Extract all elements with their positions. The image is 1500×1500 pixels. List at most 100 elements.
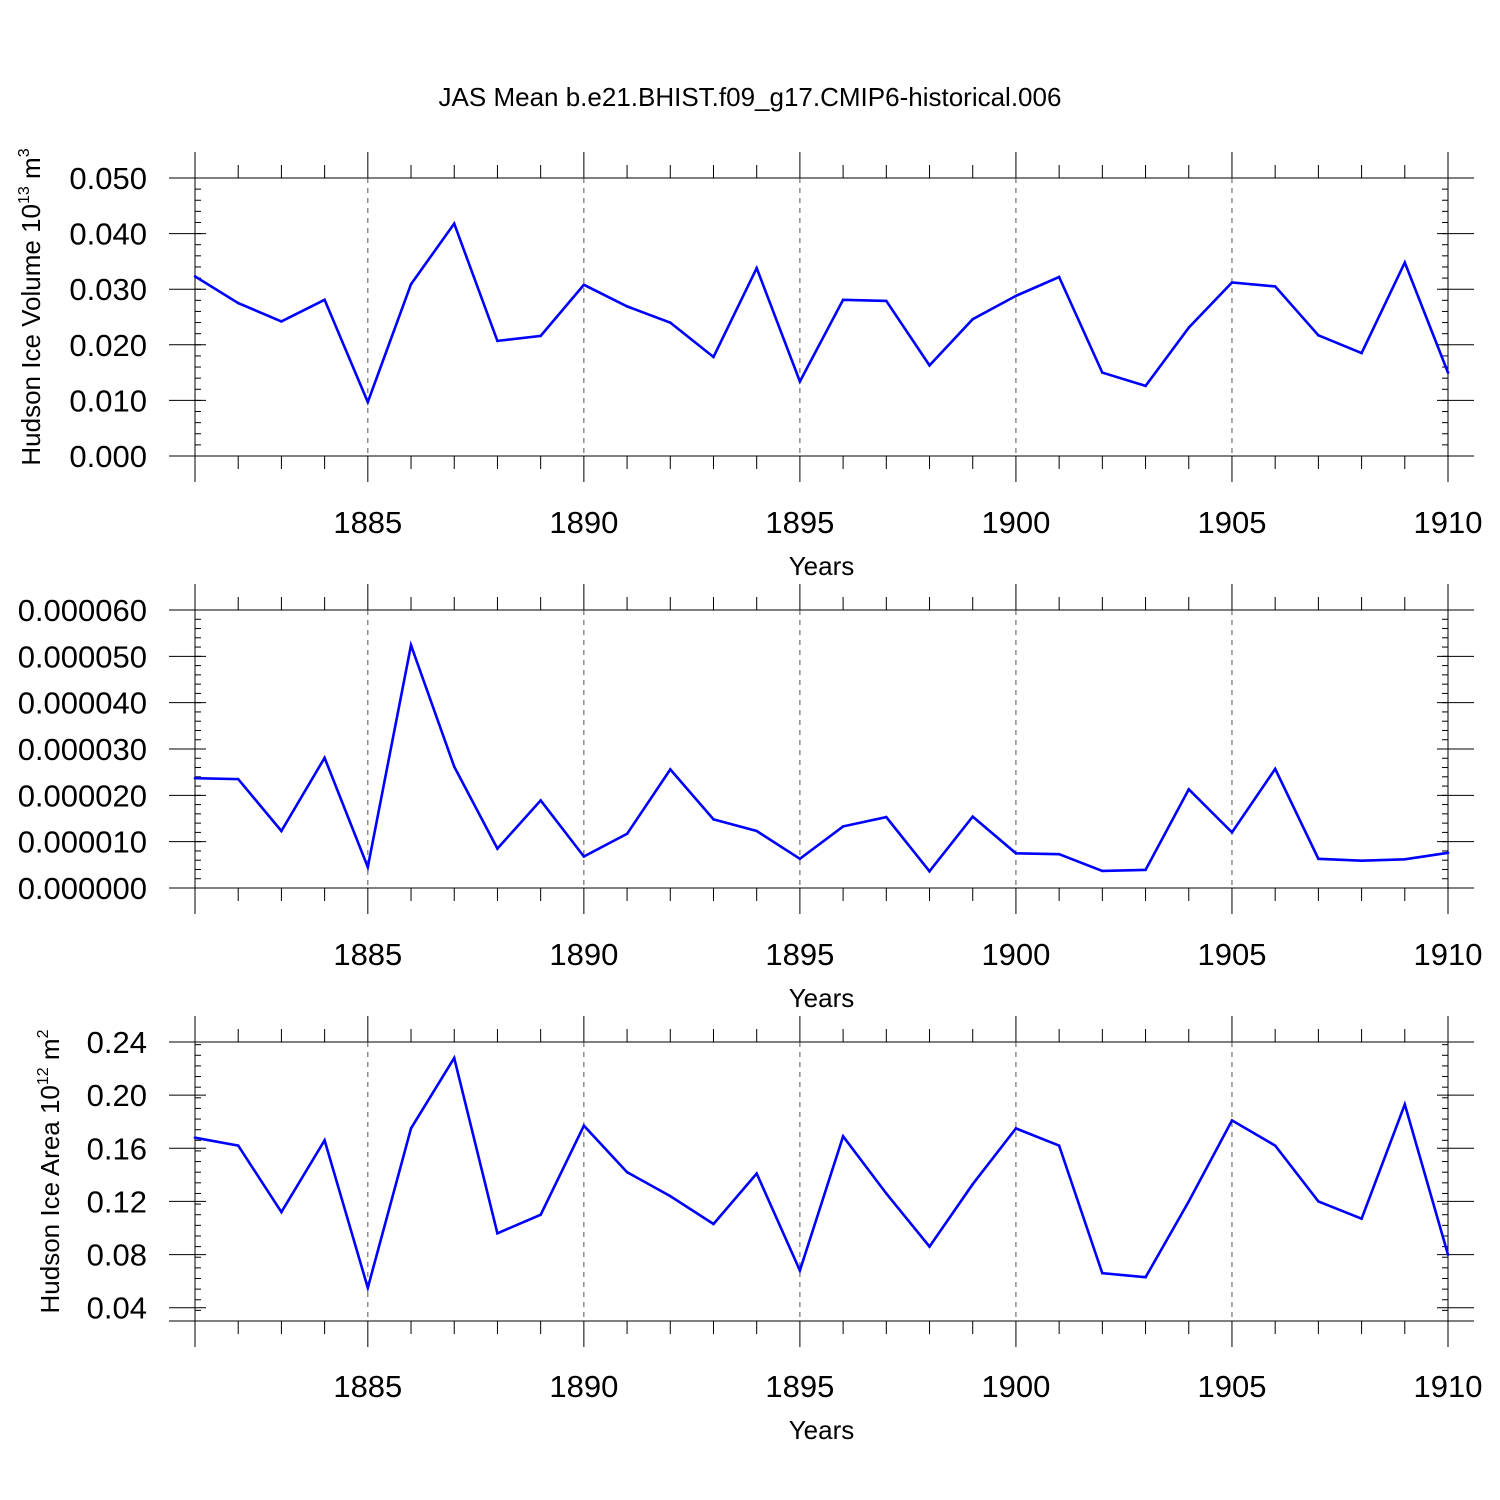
data-point bbox=[1360, 1217, 1363, 1220]
data-point bbox=[668, 321, 672, 324]
data-point bbox=[1101, 869, 1104, 873]
data-point bbox=[1403, 857, 1407, 861]
x-tick-label: 1885 bbox=[333, 1369, 402, 1404]
y-tick-label: 0.08 bbox=[87, 1238, 147, 1273]
x-tick-label: 1900 bbox=[981, 505, 1050, 540]
data-point bbox=[1144, 1275, 1147, 1279]
data-point bbox=[452, 222, 456, 225]
data-point bbox=[409, 643, 413, 647]
y-tick-label: 0.000040 bbox=[18, 686, 147, 721]
x-tick-label: 1895 bbox=[765, 1369, 834, 1404]
y-tick-label: 0.030 bbox=[69, 272, 147, 307]
data-point bbox=[971, 815, 975, 818]
data-point bbox=[798, 857, 802, 861]
data-point bbox=[193, 1136, 197, 1139]
data-point bbox=[1230, 281, 1234, 284]
y-tick-label: 0.040 bbox=[69, 217, 147, 252]
data-point bbox=[1403, 261, 1407, 264]
data-point bbox=[193, 776, 197, 780]
data-point bbox=[496, 847, 499, 850]
data-point bbox=[496, 1232, 499, 1235]
data-point bbox=[885, 815, 888, 819]
data-point bbox=[539, 334, 542, 338]
data-point bbox=[1187, 1200, 1191, 1203]
data-point bbox=[1446, 851, 1450, 855]
data-point bbox=[971, 317, 975, 321]
x-tick-label: 1905 bbox=[1197, 505, 1266, 540]
y-tick-label: 0.000060 bbox=[18, 593, 147, 628]
x-axis-title: Years bbox=[789, 1415, 855, 1445]
y-axis-title: Hudson Ice Area 1012 m2 bbox=[35, 1029, 65, 1313]
y-tick-label: 0.20 bbox=[87, 1078, 147, 1113]
data-point bbox=[1144, 384, 1147, 388]
data-point bbox=[323, 298, 326, 302]
data-point bbox=[1057, 275, 1061, 279]
data-point bbox=[755, 1172, 758, 1175]
data-point bbox=[712, 818, 715, 821]
chart-panel-volume-panel: 1885 1890 1895 1900 1905 1910 0.000 0.010 0.020 0… bbox=[16, 148, 1482, 581]
data-point bbox=[1014, 851, 1018, 855]
data-point bbox=[928, 870, 931, 873]
data-point bbox=[366, 865, 370, 869]
data-point bbox=[539, 1213, 542, 1217]
x-tick-label: 1900 bbox=[981, 937, 1050, 972]
data-point bbox=[1273, 767, 1277, 771]
y-tick-label: 0.000050 bbox=[18, 639, 147, 674]
data-point bbox=[1317, 1200, 1320, 1203]
data-point bbox=[582, 1124, 586, 1127]
data-point bbox=[885, 1192, 888, 1195]
data-point bbox=[668, 768, 672, 771]
panels: 1885 1890 1895 1900 1905 1910 0.000 0.010 0.020 0… bbox=[16, 148, 1482, 1445]
data-point bbox=[1360, 859, 1363, 862]
x-tick-label: 1885 bbox=[333, 505, 402, 540]
data-point bbox=[841, 1135, 845, 1138]
data-point bbox=[409, 282, 413, 286]
x-tick-label: 1900 bbox=[981, 1369, 1050, 1404]
y-tick-label: 0.000000 bbox=[18, 871, 147, 906]
data-point bbox=[1360, 351, 1363, 355]
x-tick-label: 1910 bbox=[1414, 1369, 1483, 1404]
data-point bbox=[1101, 1271, 1104, 1275]
x-tick-label: 1895 bbox=[765, 505, 834, 540]
data-point bbox=[1230, 831, 1234, 834]
data-point bbox=[280, 1210, 283, 1214]
data-point bbox=[1230, 1119, 1234, 1122]
x-tick-label: 1890 bbox=[549, 937, 618, 972]
y-tick-label: 0.010 bbox=[69, 383, 147, 418]
figure-title: JAS Mean b.e21.BHIST.f09_g17.CMIP6-histo… bbox=[439, 82, 1062, 112]
x-tick-label: 1890 bbox=[549, 1369, 618, 1404]
y-axis-title: Hudson Ice Volume 1013 m3 bbox=[16, 148, 46, 465]
data-point bbox=[1014, 294, 1018, 298]
x-tick-label: 1910 bbox=[1414, 505, 1483, 540]
data-point bbox=[1317, 334, 1320, 337]
y-tick-label: 0.050 bbox=[69, 161, 147, 196]
x-tick-label: 1885 bbox=[333, 937, 402, 972]
data-point bbox=[712, 1222, 715, 1226]
data-point bbox=[1014, 1127, 1018, 1130]
data-point bbox=[582, 283, 586, 287]
x-tick-label: 1905 bbox=[1197, 1369, 1266, 1404]
data-point bbox=[928, 1245, 931, 1248]
x-tick-label: 1895 bbox=[765, 937, 834, 972]
y-tick-label: 0.000030 bbox=[18, 732, 147, 767]
data-point bbox=[539, 799, 542, 802]
x-axis-title: Years bbox=[789, 983, 855, 1013]
data-point bbox=[1273, 285, 1277, 288]
data-point bbox=[452, 1056, 456, 1060]
data-point bbox=[668, 1194, 672, 1198]
x-tick-label: 1890 bbox=[549, 505, 618, 540]
data-point bbox=[625, 832, 629, 836]
data-point bbox=[1057, 852, 1061, 856]
data-point bbox=[366, 400, 370, 404]
data-point bbox=[236, 1144, 240, 1147]
data-point bbox=[1446, 371, 1450, 374]
x-tick-label: 1910 bbox=[1414, 937, 1483, 972]
data-point bbox=[712, 355, 715, 359]
data-point bbox=[841, 825, 845, 828]
chart-panel-area-panel: 1885 1890 1895 1900 1905 1910 0.04 0.08 0.12 0.16… bbox=[35, 1016, 1482, 1445]
data-point bbox=[885, 299, 888, 303]
data-point bbox=[323, 756, 326, 760]
data-point bbox=[280, 829, 283, 833]
